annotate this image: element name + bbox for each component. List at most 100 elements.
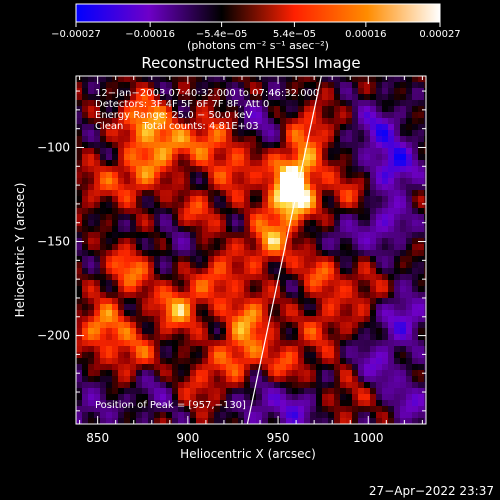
heatmap-cell — [352, 364, 359, 371]
heatmap-cell — [274, 82, 281, 89]
heatmap-cell — [178, 178, 185, 185]
heatmap-cell — [106, 280, 113, 287]
heatmap-cell — [340, 298, 347, 305]
heatmap-cell — [166, 418, 173, 424]
heatmap-cell — [322, 280, 329, 287]
heatmap-cell — [196, 316, 203, 323]
heatmap-cell — [406, 82, 413, 89]
heatmap-cell — [328, 352, 335, 359]
heatmap-cell — [166, 238, 173, 245]
heatmap-cell — [160, 202, 167, 209]
heatmap-cell — [328, 178, 335, 185]
heatmap-cell — [166, 298, 173, 305]
heatmap-cell — [118, 304, 125, 311]
heatmap-cell — [94, 88, 101, 95]
heatmap-cell — [388, 388, 395, 395]
heatmap-cell — [376, 352, 383, 359]
heatmap-cell — [250, 106, 257, 113]
heatmap-cell — [406, 148, 413, 155]
heatmap-cell — [388, 196, 395, 203]
heatmap-cell — [370, 154, 377, 161]
heatmap-cell — [208, 400, 215, 407]
heatmap-cell — [412, 124, 419, 131]
heatmap-cell — [154, 208, 161, 215]
heatmap-cell — [100, 196, 107, 203]
heatmap-cell — [148, 208, 155, 215]
heatmap-cell — [376, 196, 383, 203]
heatmap-cell — [376, 358, 383, 365]
heatmap-cell — [328, 136, 335, 143]
heatmap-cell — [196, 124, 203, 131]
heatmap-cell — [124, 148, 131, 155]
heatmap-cell — [406, 106, 413, 113]
heatmap-cell — [298, 274, 305, 281]
heatmap-cell — [88, 148, 95, 155]
heatmap-cell — [142, 418, 149, 424]
heatmap-cell — [106, 202, 113, 209]
heatmap-cell — [292, 214, 299, 221]
heatmap-cell — [322, 358, 329, 365]
heatmap-cell — [334, 196, 341, 203]
heatmap-cell — [274, 364, 281, 371]
heatmap-cell — [250, 82, 257, 89]
heatmap-cell — [118, 292, 125, 299]
heatmap-cell — [346, 286, 353, 293]
heatmap-cell — [112, 148, 119, 155]
heatmap-cell — [358, 166, 365, 173]
heatmap-cell — [124, 190, 131, 197]
x-tick-label: 950 — [267, 431, 290, 445]
heatmap-cell — [202, 400, 209, 407]
heatmap-cell — [226, 316, 233, 323]
heatmap-cell — [310, 136, 317, 143]
heatmap-cell — [154, 232, 161, 239]
heatmap-cell — [220, 316, 227, 323]
heatmap-cell — [142, 268, 149, 275]
heatmap-cell — [298, 154, 305, 161]
heatmap-cell — [208, 292, 215, 299]
heatmap-cell — [142, 172, 149, 179]
heatmap-cell — [298, 214, 305, 221]
heatmap-cell — [220, 382, 227, 389]
heatmap-cell — [292, 358, 299, 365]
heatmap-cell — [316, 178, 323, 185]
heatmap-cell — [382, 220, 389, 227]
heatmap-cell — [310, 340, 317, 347]
heatmap-cell — [370, 262, 377, 269]
heatmap-cell — [148, 250, 155, 257]
heatmap-cell — [346, 418, 353, 424]
heatmap-cell — [226, 220, 233, 227]
heatmap-cell — [190, 202, 197, 209]
heatmap-cell — [328, 256, 335, 263]
heatmap-cell — [118, 316, 125, 323]
heatmap-cell — [112, 256, 119, 263]
heatmap-cell — [160, 394, 167, 401]
heatmap-cell — [196, 238, 203, 245]
heatmap-cell — [202, 232, 209, 239]
heatmap-cell — [184, 190, 191, 197]
heatmap-cell — [352, 220, 359, 227]
heatmap-cell — [238, 376, 245, 383]
heatmap-cell — [88, 334, 95, 341]
heatmap-cell — [400, 190, 407, 197]
heatmap-cell — [388, 280, 395, 287]
heatmap-cell — [406, 418, 413, 424]
heatmap-cell — [388, 118, 395, 125]
heatmap-cell — [262, 166, 269, 173]
heatmap-cell — [304, 334, 311, 341]
heatmap-cell — [352, 226, 359, 233]
heatmap-cell — [196, 130, 203, 137]
heatmap-cell — [262, 196, 269, 203]
heatmap-cell — [76, 304, 83, 311]
heatmap-cell — [118, 262, 125, 269]
heatmap-cell — [406, 112, 413, 119]
heatmap-cell — [154, 370, 161, 377]
heatmap-cell — [346, 214, 353, 221]
heatmap-cell — [322, 208, 329, 215]
heatmap-cell — [400, 106, 407, 113]
heatmap-cell — [280, 298, 287, 305]
heatmap-cell — [352, 418, 359, 424]
heatmap-cell — [358, 412, 365, 419]
heatmap-cell — [166, 118, 173, 125]
heatmap-cell — [232, 82, 239, 89]
heatmap-cell — [178, 292, 185, 299]
